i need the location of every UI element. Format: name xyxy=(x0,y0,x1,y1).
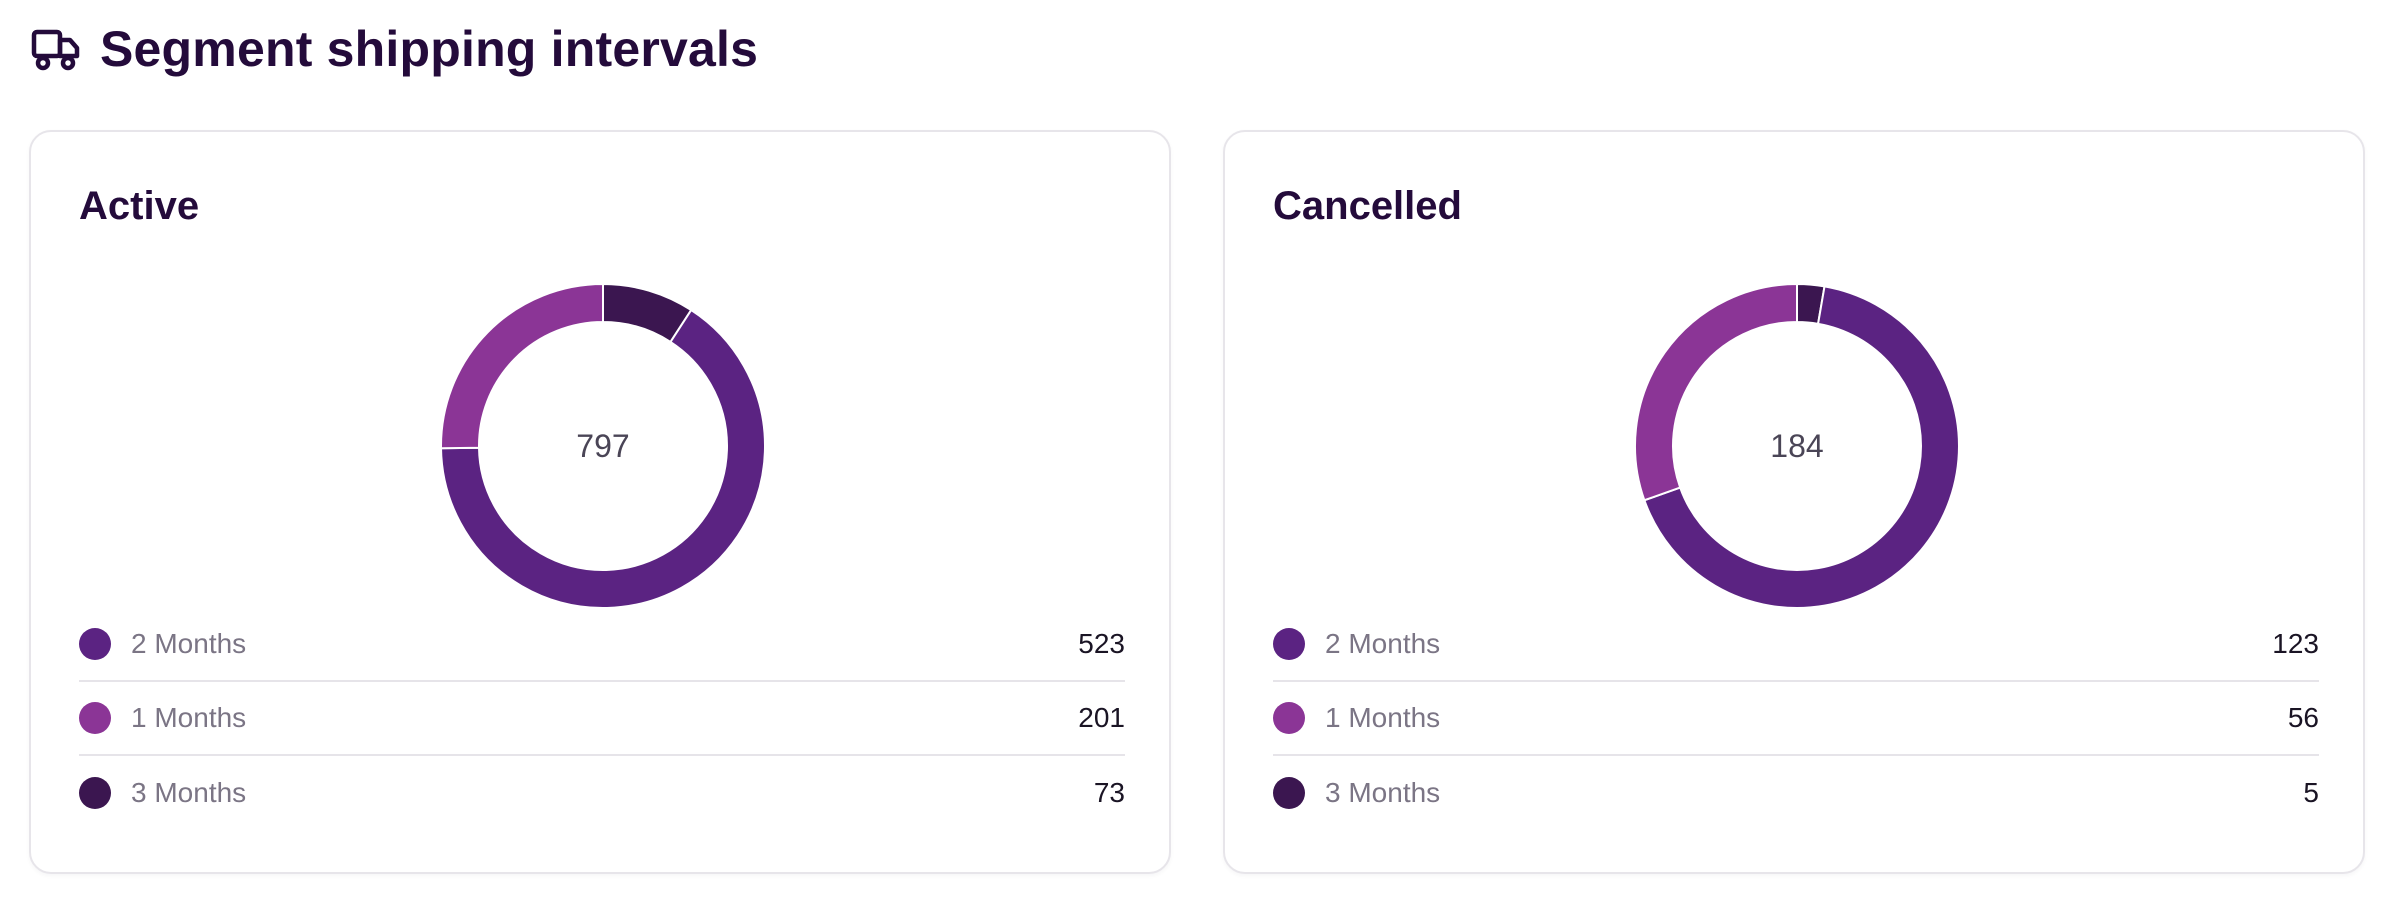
legend-label: 1 Months xyxy=(131,702,247,733)
legend-row-2-months: 2 Months 523 xyxy=(79,608,1125,682)
legend-dot-2-months xyxy=(79,628,111,660)
legend-dot-1-months xyxy=(79,702,111,734)
cancelled-donut-chart: 184 xyxy=(1635,284,1959,608)
active-donut-chart: 797 xyxy=(441,284,765,608)
legend-dot-3-months xyxy=(1273,777,1305,809)
card-title: Cancelled xyxy=(1273,184,1462,228)
donut-slice-2-months[interactable] xyxy=(441,308,765,608)
cancelled-segment-card: Cancelled 184 2 Months 123 1 Months 56 3… xyxy=(1223,130,2365,874)
legend-dot-2-months xyxy=(1273,628,1305,660)
active-segment-card: Active 797 2 Months 523 1 Months 201 3 M… xyxy=(29,130,1171,874)
donut-slice-1-months[interactable] xyxy=(441,284,604,450)
page-title: Segment shipping intervals xyxy=(100,21,759,77)
legend-label: 2 Months xyxy=(1325,628,1441,659)
active-legend: 2 Months 523 1 Months 201 3 Months 73 xyxy=(79,608,1125,830)
legend-row-2-months: 2 Months 123 xyxy=(1273,608,2319,682)
donut-total: 184 xyxy=(1770,428,1823,464)
truck-icon xyxy=(31,29,80,71)
legend-value: 73 xyxy=(1093,777,1125,808)
card-title: Active xyxy=(79,184,200,228)
legend-dot-3-months xyxy=(79,777,111,809)
legend-dot-1-months xyxy=(1273,702,1305,734)
donut-total: 797 xyxy=(576,428,629,464)
donut-slice-2-months[interactable] xyxy=(1643,285,1959,608)
page-header: Segment shipping intervals xyxy=(30,18,758,80)
donut-slice-1-months[interactable] xyxy=(1635,284,1798,502)
cancelled-legend: 2 Months 123 1 Months 56 3 Months 5 xyxy=(1273,608,2319,830)
legend-value: 523 xyxy=(1078,628,1125,659)
legend-value: 201 xyxy=(1078,702,1125,733)
legend-row-1-months: 1 Months 201 xyxy=(79,682,1125,756)
legend-row-3-months: 3 Months 5 xyxy=(1273,756,2319,830)
legend-label: 3 Months xyxy=(1325,777,1441,808)
legend-row-3-months: 3 Months 73 xyxy=(79,756,1125,830)
legend-label: 3 Months xyxy=(131,777,247,808)
legend-value: 56 xyxy=(2287,702,2319,733)
legend-label: 2 Months xyxy=(131,628,247,659)
legend-label: 1 Months xyxy=(1325,702,1441,733)
legend-row-1-months: 1 Months 56 xyxy=(1273,682,2319,756)
legend-value: 123 xyxy=(2272,628,2319,659)
legend-value: 5 xyxy=(2303,777,2319,808)
